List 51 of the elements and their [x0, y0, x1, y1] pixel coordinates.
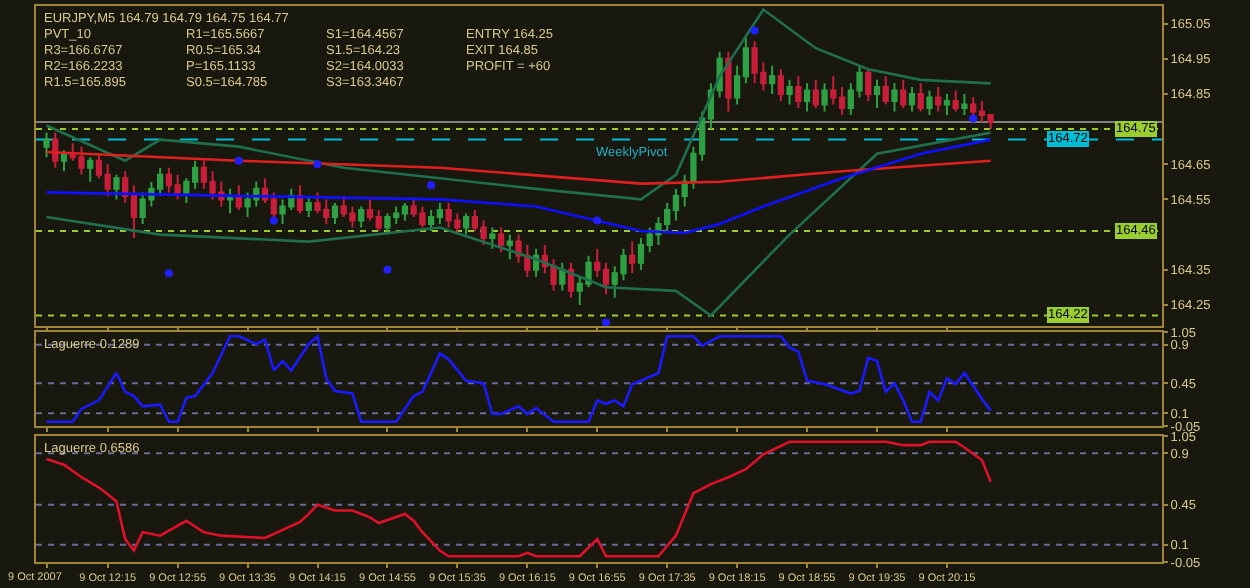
candlestick: [226, 187, 234, 215]
candlestick: [926, 89, 933, 117]
candlestick: [961, 92, 968, 117]
candlestick: [436, 201, 444, 226]
candlestick: [559, 261, 566, 292]
candlestick: [296, 184, 304, 215]
candlestick: [165, 166, 173, 194]
candlestick: [174, 173, 181, 201]
candlestick: [52, 131, 59, 169]
candlestick: [489, 226, 496, 250]
candlestick: [113, 173, 120, 201]
candlestick: [428, 208, 435, 233]
candlestick: [891, 82, 898, 113]
candlestick: [978, 99, 986, 124]
candlestick: [908, 85, 916, 113]
candlestick: [873, 78, 881, 109]
candlestick: [786, 78, 793, 106]
candlestick: [900, 78, 907, 109]
candlestick: [43, 131, 50, 159]
candlestick: [349, 205, 356, 229]
candlestick: [629, 240, 636, 275]
candlestick: [331, 201, 339, 226]
candlestick: [305, 194, 312, 218]
candlestick: [803, 82, 811, 113]
candlestick: [524, 244, 531, 278]
candlestick: [104, 163, 111, 197]
candlestick: [462, 212, 470, 236]
candlestick: [358, 205, 365, 229]
candlestick: [865, 68, 872, 102]
candlestick: [384, 212, 391, 236]
candlestick: [795, 75, 802, 109]
candlestick: [725, 50, 732, 113]
candlestick: [935, 85, 942, 113]
candlestick: [952, 89, 959, 113]
candlestick: [401, 201, 409, 222]
candlestick: [768, 64, 776, 95]
candlestick: [917, 82, 924, 113]
candlestick: [943, 92, 951, 117]
candlestick: [812, 78, 819, 109]
candlestick: [821, 82, 828, 113]
candlestick: [235, 184, 242, 211]
candlestick: [882, 75, 889, 106]
candlestick: [497, 226, 505, 254]
candlestick: [60, 149, 68, 173]
candlestick: [419, 205, 426, 229]
candlestick: [78, 145, 85, 176]
candlestick: [506, 233, 513, 261]
candlestick: [567, 261, 575, 299]
candlestick: [87, 156, 94, 183]
candlestick: [777, 68, 784, 102]
candlestick: [970, 96, 977, 120]
